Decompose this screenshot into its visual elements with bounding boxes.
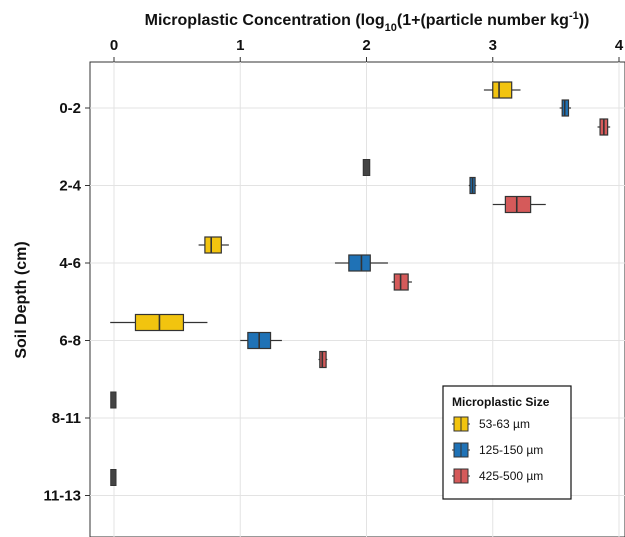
legend-entry-label: 425-500 µm: [479, 469, 543, 483]
box-iqr: [204, 236, 222, 254]
box-iqr: [348, 254, 371, 272]
legend-title: Microplastic Size: [452, 395, 550, 409]
y-tick-label: 2-4: [59, 178, 81, 195]
box-53-63-m-8-11: [110, 391, 117, 409]
legend-key: [452, 442, 470, 458]
legend-key: [452, 416, 470, 432]
x-axis-title-prefix: Microplastic Concentration (log: [145, 12, 385, 29]
box-53-63-m-2-4: [362, 159, 371, 176]
y-tick-label: 8-11: [52, 410, 81, 427]
box-iqr: [504, 195, 532, 214]
x-axis-title-subscript: 10: [385, 22, 397, 34]
x-tick-label: 2: [362, 37, 370, 54]
plot-area: 0 1 2 3 4 0-2 2-4 4-6 6-8 8-11 11-13: [43, 37, 625, 537]
box-425-500-m-6-8: [318, 350, 328, 369]
x-tick-label: 3: [489, 37, 497, 54]
y-tick-label: 0-2: [59, 100, 81, 117]
box-flat: [362, 159, 371, 176]
x-tick-label: 1: [236, 37, 244, 54]
legend-entry-label: 125-150 µm: [479, 443, 543, 457]
y-axis-title: Soil Depth (cm): [13, 241, 30, 358]
box-125-150-m-4-6: [334, 254, 388, 272]
box-53-63-m-4-6: [198, 236, 229, 254]
box-125-150-m-6-8: [240, 331, 282, 350]
x-axis-title-superscript: -1: [569, 10, 579, 22]
legend-key: [452, 468, 470, 484]
box-125-150-m-0-2: [559, 99, 572, 117]
legend: Microplastic Size 53-63 µm 125-150 µm 425-5…: [442, 385, 572, 500]
x-axis-title-suffix: )): [579, 12, 590, 29]
box-flat: [110, 469, 117, 486]
box-125-150-m-2-4: [468, 176, 477, 195]
y-tick-label: 11-13: [43, 488, 81, 505]
box-flat: [110, 391, 117, 409]
x-axis-title-middle: (1+(particle number kg: [397, 12, 569, 29]
legend-entry-label: 53-63 µm: [479, 417, 530, 431]
box-425-500-m-2-4: [492, 195, 546, 214]
x-tick-label: 0: [110, 37, 118, 54]
box-425-500-m-4-6: [391, 273, 412, 291]
box-53-63-m-6-8: [110, 313, 208, 332]
box-425-500-m-0-2: [597, 118, 611, 136]
y-tick-label: 4-6: [59, 255, 81, 272]
x-axis-title: Microplastic Concentration (log10(1+(par…: [145, 10, 590, 34]
box-53-63-m-11-13: [110, 469, 117, 486]
box-53-63-m-0-2: [483, 81, 521, 99]
x-tick-label: 4: [615, 37, 624, 54]
y-tick-label: 6-8: [59, 333, 81, 350]
box-iqr: [492, 81, 513, 99]
